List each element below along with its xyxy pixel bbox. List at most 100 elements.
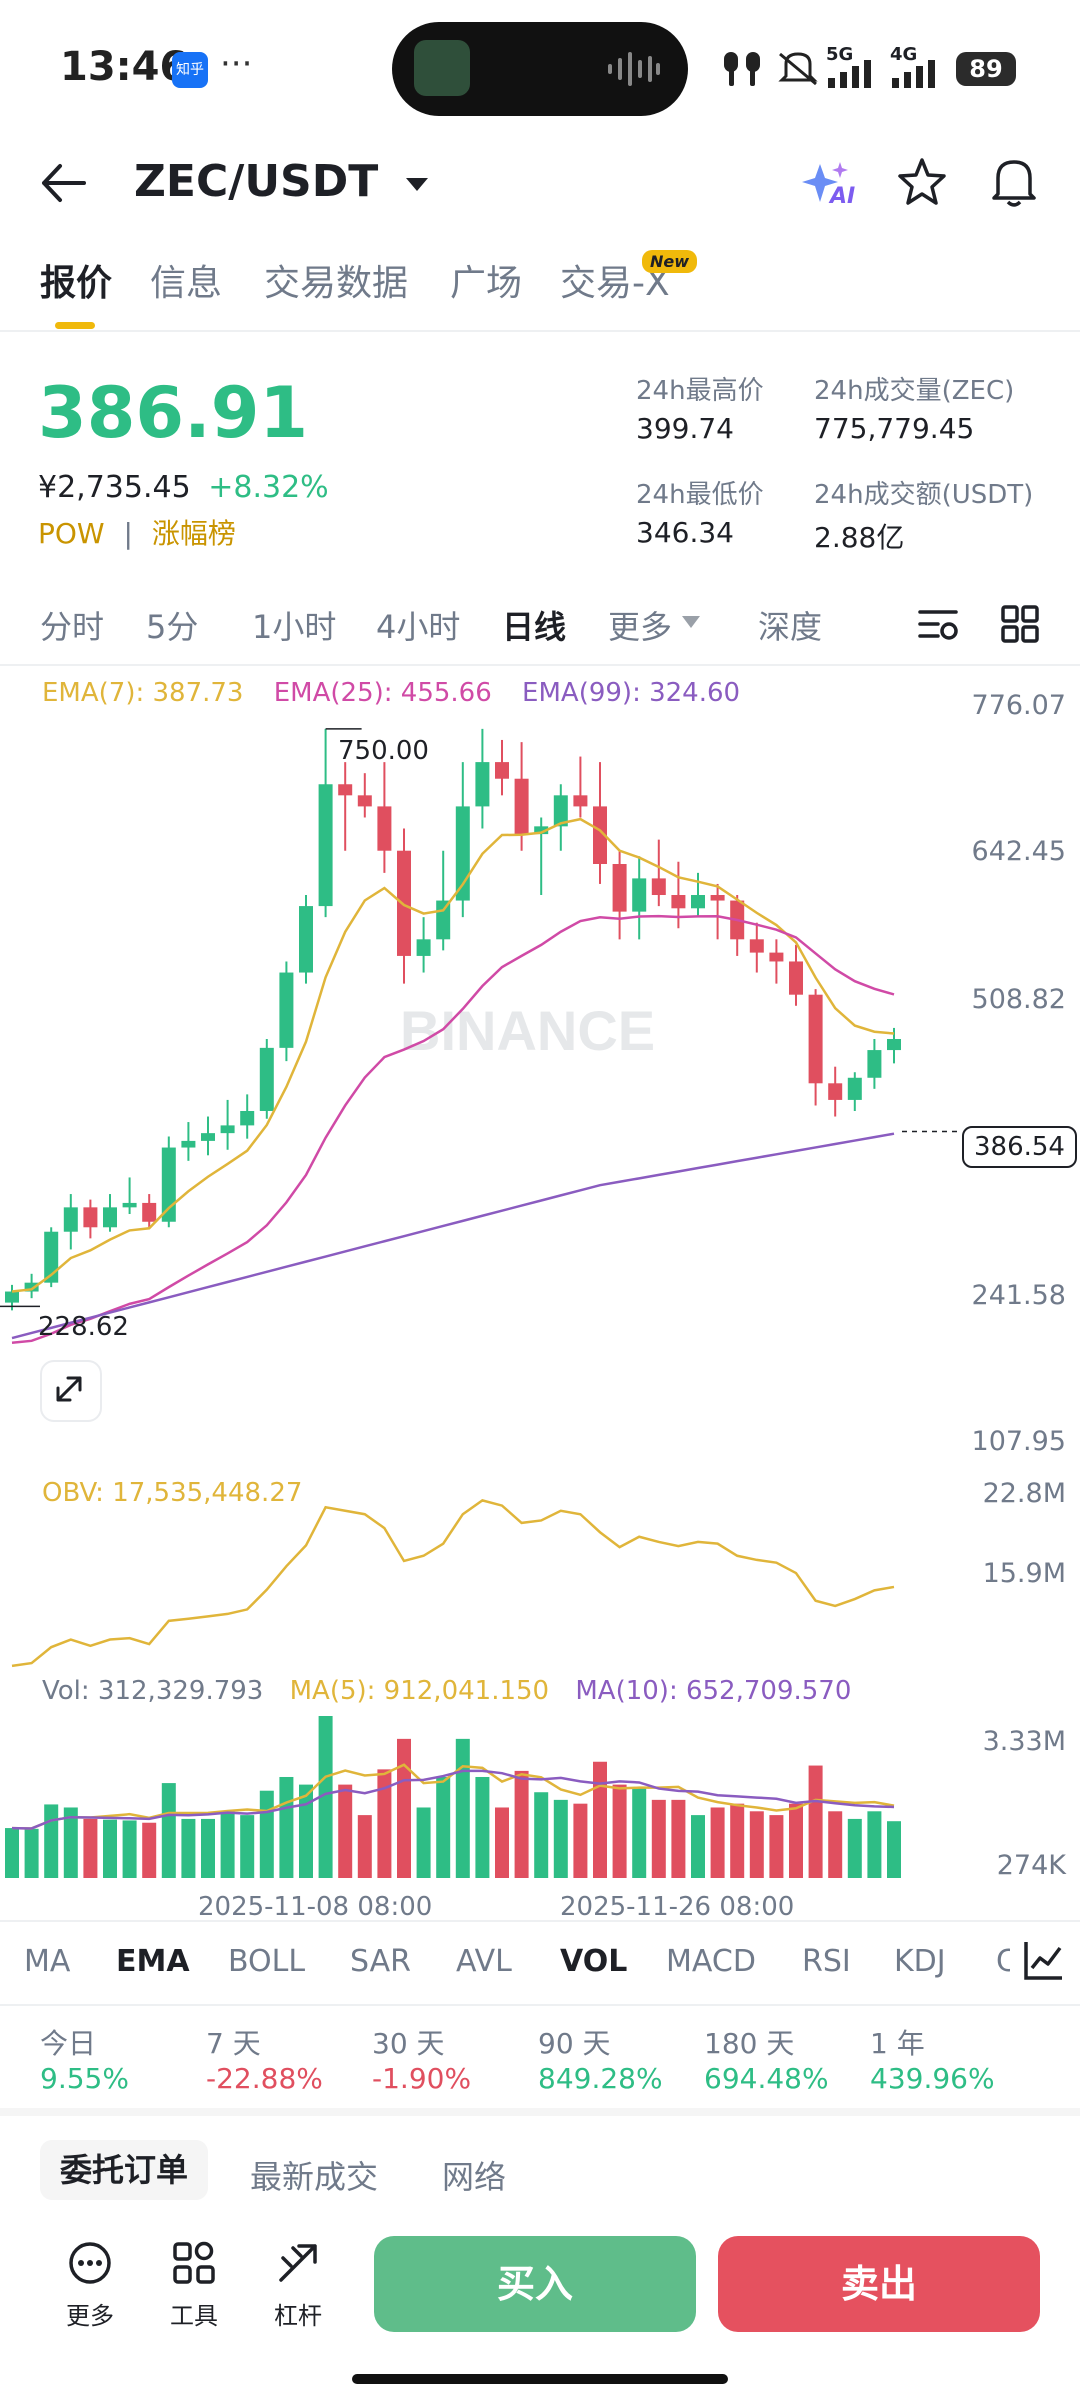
volume-bar bbox=[357, 1815, 372, 1878]
volume-bar bbox=[181, 1818, 196, 1878]
indicator-ma[interactable]: MA bbox=[24, 1944, 71, 1979]
pair-selector[interactable]: ZEC/USDT bbox=[134, 156, 430, 207]
volume-bar bbox=[201, 1818, 215, 1878]
dynamic-island bbox=[392, 22, 688, 116]
price-tick-1: 776.07 bbox=[971, 690, 1066, 721]
sell-button[interactable]: 卖出 bbox=[718, 2236, 1040, 2332]
indicator-rsi[interactable]: RSI bbox=[802, 1944, 851, 1979]
last-price: 386.91 bbox=[38, 372, 309, 454]
low-marker-label: 228.62 bbox=[38, 1312, 129, 1342]
current-price-label: 386.54 bbox=[962, 1126, 1077, 1168]
volume-bar bbox=[612, 1784, 627, 1878]
volume-bar bbox=[416, 1807, 431, 1878]
indicator-boll[interactable]: BOLL bbox=[228, 1944, 306, 1979]
indicator-kdj[interactable]: KDJ bbox=[894, 1944, 946, 1979]
ma10-legend: MA(10): 652,709.570 bbox=[575, 1676, 852, 1706]
perf-label-90d: 90 天 bbox=[538, 2027, 611, 2060]
interval-more[interactable]: 更多 bbox=[608, 608, 673, 646]
indicator-vol[interactable]: VOL bbox=[560, 1944, 628, 1979]
ema99-legend: EMA(99): 324.60 bbox=[522, 678, 741, 708]
buy-button[interactable]: 买入 bbox=[374, 2236, 696, 2332]
tab-quote[interactable]: 报价 bbox=[40, 263, 113, 304]
footer-more-button[interactable]: 更多 bbox=[50, 2240, 130, 2331]
fullscreen-button[interactable] bbox=[40, 1360, 102, 1422]
vol-tick-2: 274K bbox=[996, 1850, 1066, 1881]
more-circle-icon bbox=[69, 2242, 111, 2284]
volume-value: 775,779.45 bbox=[814, 412, 975, 445]
notification-bell-icon[interactable] bbox=[988, 154, 1040, 210]
mute-icon bbox=[778, 52, 818, 86]
price-change: +8.32% bbox=[208, 470, 329, 505]
gainers-rank-tag[interactable]: 涨幅榜 bbox=[151, 517, 236, 550]
status-time: 13:46 bbox=[60, 44, 188, 90]
candle-body bbox=[436, 900, 451, 940]
indicator-avl[interactable]: AVL bbox=[456, 1944, 512, 1979]
vol-legend: Vol: 312,329.793 bbox=[42, 1676, 264, 1706]
candle-body bbox=[495, 762, 509, 779]
volume-bar bbox=[534, 1792, 549, 1878]
candle-body bbox=[710, 895, 725, 901]
interval-depth[interactable]: 深度 bbox=[758, 608, 823, 646]
interval-5m[interactable]: 5分 bbox=[146, 608, 199, 646]
new-badge: New bbox=[642, 250, 698, 273]
indicator-sar[interactable]: SAR bbox=[350, 1944, 411, 1979]
perf-label-today: 今日 bbox=[40, 2027, 97, 2060]
interval-1h[interactable]: 1小时 bbox=[252, 608, 337, 646]
candle-body bbox=[828, 1083, 843, 1100]
volume-bar bbox=[749, 1811, 764, 1878]
volume-bar bbox=[887, 1821, 901, 1878]
candle-body bbox=[181, 1140, 196, 1148]
tab-network[interactable]: 网络 bbox=[442, 2158, 507, 2196]
audio-wave-icon bbox=[608, 52, 660, 86]
footer-leverage-button[interactable]: 杠杆 bbox=[258, 2240, 338, 2331]
header-divider bbox=[0, 330, 1080, 332]
tab-latest-trades[interactable]: 最新成交 bbox=[250, 2158, 379, 2196]
volume-bar bbox=[573, 1803, 588, 1878]
high-marker-label: 750.00 bbox=[338, 736, 429, 766]
interval-1d[interactable]: 日线 bbox=[502, 608, 567, 646]
volume-legend: Vol: 312,329.793 MA(5): 912,041.150 MA(1… bbox=[42, 1676, 851, 1706]
candlestick-chart[interactable]: BINANCE bbox=[0, 670, 1080, 1910]
tab-open-orders[interactable]: 委托订单 bbox=[40, 2140, 208, 2200]
active-tab-indicator bbox=[55, 322, 95, 329]
candle-body bbox=[122, 1202, 137, 1208]
ai-assistant-button[interactable]: AI bbox=[800, 160, 860, 216]
pow-tag[interactable]: POW bbox=[38, 517, 105, 550]
obv-tick-1: 22.8M bbox=[982, 1478, 1066, 1509]
interval-timeline[interactable]: 分时 bbox=[40, 608, 105, 646]
date-label-2: 2025-11-26 08:00 bbox=[560, 1892, 795, 1922]
interval-4h[interactable]: 4小时 bbox=[376, 608, 461, 646]
low-label: 24h最低价 bbox=[636, 480, 764, 510]
tag-row: POW | 涨幅榜 bbox=[38, 517, 236, 550]
footer-tools-button[interactable]: 工具 bbox=[154, 2240, 234, 2331]
volume-bar bbox=[318, 1716, 333, 1878]
layout-grid-icon[interactable] bbox=[1000, 604, 1040, 644]
candle-body bbox=[691, 895, 705, 909]
volume-bar bbox=[553, 1799, 568, 1878]
candle-body bbox=[789, 961, 803, 995]
indicator-ema[interactable]: EMA bbox=[116, 1944, 190, 1979]
volume-bar bbox=[769, 1815, 784, 1878]
candle-body bbox=[651, 878, 666, 896]
favorite-star-icon[interactable] bbox=[896, 156, 948, 208]
candle-body bbox=[573, 795, 588, 807]
signal-4g-icon bbox=[892, 60, 935, 88]
tab-trading-data[interactable]: 交易数据 bbox=[264, 263, 409, 304]
tab-square[interactable]: 广场 bbox=[450, 263, 523, 304]
candle-body bbox=[455, 806, 470, 901]
candle-body bbox=[318, 784, 333, 907]
indicator-settings-button[interactable] bbox=[1010, 1930, 1080, 1990]
volume-bar bbox=[455, 1738, 470, 1878]
tab-info[interactable]: 信息 bbox=[150, 263, 223, 304]
chart-settings-icon[interactable] bbox=[916, 604, 960, 644]
candle-body bbox=[161, 1147, 176, 1222]
volume-bar bbox=[279, 1776, 294, 1878]
vol-tick-1: 3.33M bbox=[982, 1726, 1066, 1757]
volume-bar bbox=[122, 1820, 137, 1878]
volume-bar bbox=[259, 1790, 274, 1878]
candle-body bbox=[240, 1110, 255, 1126]
indicator-macd[interactable]: MACD bbox=[666, 1944, 756, 1979]
volume-bar bbox=[671, 1799, 686, 1878]
ema25-line bbox=[11, 914, 895, 1344]
back-arrow-icon[interactable] bbox=[40, 162, 86, 204]
